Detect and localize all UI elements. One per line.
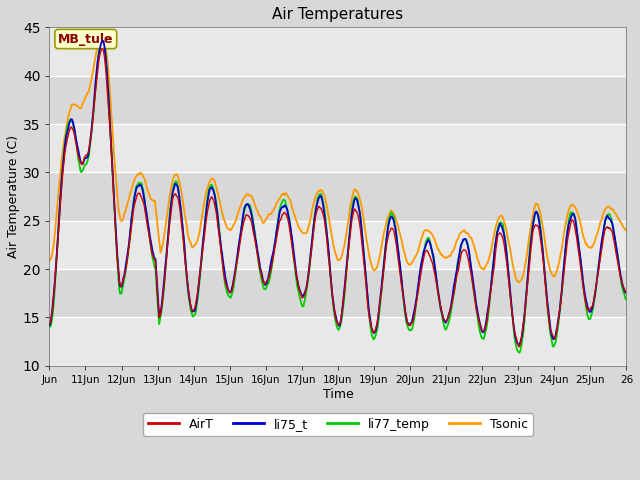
li77_temp (623, 297, 630, 303)
AirT (81, 154, 88, 160)
Bar (49, 221, 627, 269)
Tsonic (97, 34, 104, 40)
AirT (623, 288, 630, 294)
Bar (49, 76, 627, 124)
AirT (381, 253, 389, 259)
Line: li75_t: li75_t (49, 41, 627, 345)
li77_temp (45, 324, 53, 329)
Tsonic (544, 256, 552, 262)
Tsonic (623, 228, 630, 234)
Line: Tsonic: Tsonic (49, 37, 627, 282)
li75_t (397, 266, 404, 272)
li77_temp (484, 316, 492, 322)
Tsonic (516, 279, 524, 285)
Bar (49, 317, 627, 366)
AirT (414, 291, 422, 297)
li75_t (45, 323, 53, 328)
X-axis label: Time: Time (323, 388, 353, 401)
li75_t (623, 289, 630, 295)
Title: Air Temperatures: Air Temperatures (273, 7, 403, 22)
li75_t (516, 342, 524, 348)
li77_temp (397, 268, 404, 274)
li75_t (99, 38, 107, 44)
Bar (49, 27, 627, 76)
li75_t (81, 156, 88, 161)
li75_t (544, 302, 552, 308)
Tsonic (397, 233, 404, 239)
li75_t (484, 308, 492, 314)
li75_t (414, 286, 422, 292)
AirT (515, 344, 523, 350)
Text: MB_tule: MB_tule (58, 33, 113, 46)
AirT (484, 312, 492, 317)
Line: li77_temp: li77_temp (49, 37, 627, 352)
AirT (99, 46, 107, 52)
li77_temp (381, 246, 389, 252)
Bar (49, 124, 627, 172)
li77_temp (99, 34, 106, 40)
Tsonic (381, 225, 389, 231)
Tsonic (81, 96, 88, 102)
li77_temp (515, 349, 523, 355)
li77_temp (544, 307, 552, 313)
AirT (397, 273, 404, 279)
Bar (49, 269, 627, 317)
Tsonic (484, 260, 492, 265)
AirT (544, 306, 552, 312)
Tsonic (414, 250, 422, 255)
li75_t (381, 247, 389, 252)
li77_temp (81, 162, 88, 168)
Legend: AirT, li75_t, li77_temp, Tsonic: AirT, li75_t, li77_temp, Tsonic (143, 413, 533, 436)
Bar (49, 172, 627, 221)
Tsonic (45, 258, 53, 264)
Y-axis label: Air Temperature (C): Air Temperature (C) (7, 135, 20, 258)
Line: AirT: AirT (49, 49, 627, 347)
li77_temp (414, 288, 422, 294)
AirT (45, 321, 53, 326)
